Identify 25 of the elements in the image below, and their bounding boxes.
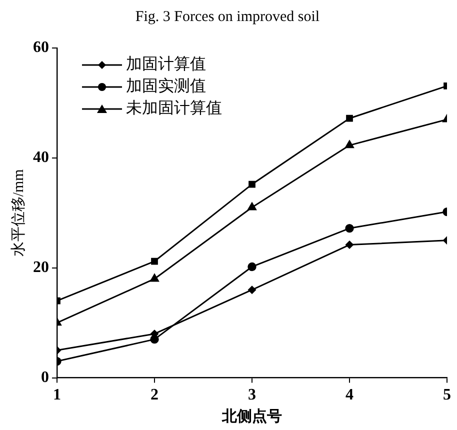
point — [248, 262, 256, 272]
point — [345, 140, 354, 148]
legend-label: 加固实测值 — [126, 76, 206, 97]
point — [150, 274, 159, 282]
x-tick-label: 5 — [443, 386, 451, 404]
y-tick-label: 40 — [33, 149, 49, 166]
y-tick-label: 0 — [41, 368, 49, 386]
y-tick-label: 20 — [33, 259, 49, 276]
x-axis-title: 北侧点号 — [221, 408, 282, 425]
legend-label: 未加固计算值 — [126, 98, 222, 119]
chart-title: Fig. 3 Forces on improved soil — [135, 8, 320, 25]
point — [346, 240, 354, 249]
x-tick-label: 1 — [53, 386, 61, 404]
y-axis-title: 水平位移/mm — [10, 168, 27, 257]
point — [248, 286, 256, 294]
point — [346, 114, 353, 122]
x-tick-label: 4 — [346, 386, 354, 404]
x-tick-label: 2 — [150, 386, 158, 404]
point — [248, 202, 256, 210]
legend-label: 加固计算值 — [126, 54, 206, 75]
y-tick-label: 60 — [33, 39, 49, 56]
point — [151, 258, 158, 265]
point — [345, 224, 354, 233]
point — [248, 180, 256, 188]
x-tick-label: 3 — [248, 386, 256, 404]
